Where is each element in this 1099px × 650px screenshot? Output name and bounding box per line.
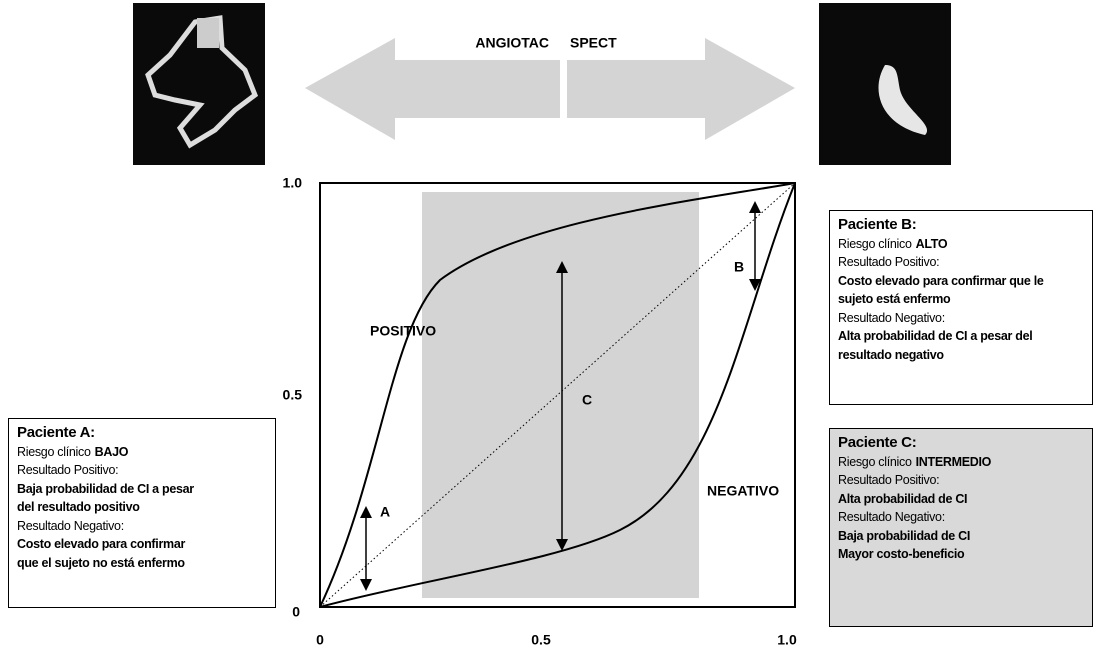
point-label: A [380,504,390,520]
point-label: B [734,259,744,275]
patient-title: Paciente B: [838,216,1084,235]
result-label: Resultado Negativo: [838,508,1084,527]
risk-label: Riesgo clínico [838,237,912,251]
result-label: Resultado Positivo: [17,461,267,480]
patient-title: Paciente A: [17,424,267,443]
result-text: Baja probabilidad de CI [838,527,1084,546]
result-label: Resultado Positivo: [838,471,1084,490]
result-text: Alta probabilidad de CI a pesar del [838,327,1084,346]
result-text: resultado negativo [838,346,1084,365]
result-text: sujeto está enfermo [838,290,1084,309]
arrow-label: ANGIOTAC [475,35,549,51]
result-text: que el sujeto no está enfermo [17,554,267,573]
result-text: Mayor costo-beneficio [838,545,1084,564]
patient-box: Paciente C: Riesgo clínico INTERMEDIO Resul… [829,428,1093,627]
y-tick-label: 1.0 [283,175,303,191]
x-tick-label: 0.5 [531,632,551,648]
risk-label: Riesgo clínico [838,455,912,469]
left-arrow [305,38,560,140]
point-label: C [582,392,592,408]
result-label: Resultado Positivo: [838,253,1084,272]
patient-box: Paciente B: Riesgo clínico ALTO Resultado P… [829,210,1093,405]
result-text: Costo elevado para confirmar que le [838,272,1084,291]
result-label: Resultado Negativo: [17,517,267,536]
risk-line: Riesgo clínico BAJO [17,443,267,462]
risk-line: Riesgo clínico INTERMEDIO [838,453,1084,472]
arrow-label: SPECT [570,35,617,51]
risk-level: ALTO [916,237,948,251]
y-tick-label: 0 [292,604,300,620]
patient-title: Paciente C: [838,434,1084,453]
result-text: Baja probabilidad de CI a pesar [17,480,267,499]
region-label: POSITIVO [370,323,436,339]
result-label: Resultado Negativo: [838,309,1084,328]
diagram: ANGIOTAC SPECT POSITIVO NEGATIVO A B C 1… [0,0,1099,650]
patient-box: Paciente A: Riesgo clínico BAJO Resultado P… [8,418,276,608]
risk-level: BAJO [95,445,129,459]
right-arrow [567,38,795,140]
risk-line: Riesgo clínico ALTO [838,235,1084,254]
result-text: Costo elevado para confirmar [17,535,267,554]
x-tick-label: 0 [316,632,324,648]
region-label: NEGATIVO [707,483,779,499]
x-tick-label: 1.0 [777,632,797,648]
intermediate-zone [422,192,699,598]
result-text: del resultado positivo [17,498,267,517]
angiotac-aorta [197,18,219,48]
risk-level: INTERMEDIO [916,455,991,469]
y-tick-label: 0.5 [283,387,303,403]
risk-label: Riesgo clínico [17,445,91,459]
result-text: Alta probabilidad de CI [838,490,1084,509]
